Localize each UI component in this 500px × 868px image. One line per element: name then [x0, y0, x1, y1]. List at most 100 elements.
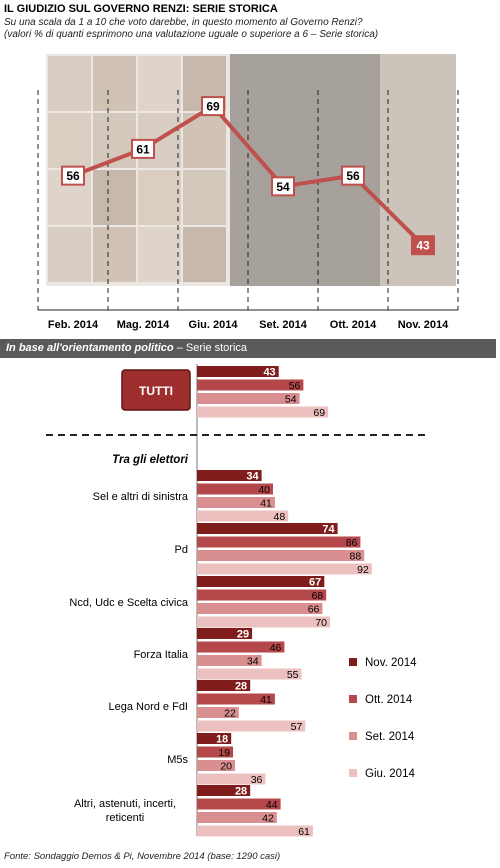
- section-banner: In base all'orientamento politico – Seri…: [0, 339, 496, 358]
- x-tick-label: Set. 2014: [259, 319, 308, 331]
- bar-value-label: 48: [274, 511, 286, 523]
- x-tick-label: Mag. 2014: [117, 319, 170, 331]
- bar: [197, 393, 300, 404]
- group-heading: Tra gli elettori: [112, 454, 189, 466]
- bar: [197, 483, 273, 495]
- portrait-photo: [183, 227, 226, 282]
- category-label: Lega Nord e FdI: [109, 701, 189, 713]
- data-point-marker: [201, 96, 225, 117]
- bar-value-label: 28: [235, 681, 247, 693]
- bar-value-label: 22: [224, 708, 236, 720]
- bar-value-label: 46: [270, 642, 282, 654]
- legend-swatch: [349, 732, 357, 740]
- data-point-marker: [131, 138, 155, 159]
- legend-label: Giu. 2014: [365, 768, 415, 780]
- bar: [197, 733, 232, 744]
- legend-label: Ott. 2014: [365, 694, 413, 706]
- bar-value-label: 34: [247, 656, 259, 668]
- data-point-marker: [61, 165, 85, 186]
- bar-value-label: 88: [350, 551, 362, 563]
- bar-value-label: 43: [263, 367, 275, 379]
- bar-value-label: 56: [289, 380, 301, 392]
- source-note: Fonte: Sondaggio Demos & Pi, Novembre 20…: [4, 851, 281, 862]
- portrait-photo: [48, 113, 91, 168]
- bar-value-label: 86: [346, 537, 358, 549]
- tutti-label: TUTTI: [139, 384, 173, 398]
- category-label: Ncd, Udc e Scelta civica: [69, 597, 188, 609]
- bar: [197, 536, 361, 548]
- page-title: IL GIUDIZIO SUL GOVERNO RENZI: SERIE STO…: [4, 3, 278, 15]
- bar-value-label: 34: [246, 471, 259, 483]
- section-title-bold: In base all'orientamento politico: [6, 342, 174, 354]
- bar: [197, 773, 266, 785]
- bar: [197, 628, 253, 639]
- x-tick-label: Feb. 2014: [48, 319, 99, 331]
- bar: [197, 550, 365, 561]
- bar-value-label: 41: [260, 694, 272, 706]
- bar-value-label: 19: [218, 747, 230, 759]
- portrait-photo: [48, 227, 91, 282]
- legend-swatch: [349, 695, 357, 703]
- bar: [197, 603, 323, 614]
- bar: [197, 825, 313, 837]
- bar: [197, 707, 239, 718]
- subtitle-line-1: Su una scala da 1 a 10 che voto darebbe,…: [4, 17, 363, 28]
- data-point-marker: [271, 176, 295, 197]
- bar: [197, 589, 327, 601]
- data-label: 43: [416, 239, 430, 253]
- bar-value-label: 44: [266, 799, 278, 811]
- bar: [197, 366, 279, 377]
- legend-swatch: [349, 658, 357, 666]
- subtitle-line-2: (valori % di quanti esprimono una valuta…: [4, 29, 379, 40]
- data-point-marker: [341, 165, 365, 186]
- bar-value-label: 40: [258, 484, 270, 496]
- bar: [197, 406, 329, 418]
- bar-value-label: 20: [220, 761, 232, 773]
- page-subtitle: Su una scala da 1 a 10 che voto darebbe,…: [4, 17, 494, 41]
- category-label: M5s: [167, 754, 188, 766]
- bar: [197, 510, 289, 522]
- bar: [197, 655, 262, 666]
- bar-value-label: 66: [308, 604, 320, 616]
- legend-label: Set. 2014: [365, 731, 415, 743]
- category-label: reticenti: [106, 812, 145, 824]
- portrait-photo: [48, 56, 91, 111]
- section-title-rest: – Serie storica: [173, 342, 248, 354]
- bar: [197, 760, 235, 771]
- bar-value-label: 29: [237, 629, 249, 641]
- tutti-button: [121, 369, 191, 411]
- bar: [197, 812, 277, 823]
- x-tick-label: Ott. 2014: [330, 319, 377, 331]
- bar-value-label: 92: [357, 564, 369, 576]
- portrait-photo: [138, 227, 181, 282]
- legend-swatch: [349, 769, 357, 777]
- bar: [197, 720, 306, 732]
- bar: [197, 680, 251, 691]
- category-label: Pd: [175, 544, 188, 556]
- data-label: 69: [206, 100, 220, 114]
- bar: [197, 523, 338, 534]
- bar: [197, 616, 330, 628]
- bar-value-label: 68: [312, 590, 324, 602]
- bar-value-label: 28: [235, 786, 247, 798]
- portrait-photo: [138, 56, 181, 111]
- bar-value-label: 41: [260, 498, 272, 510]
- portrait-photo: [93, 170, 136, 225]
- data-label: 54: [276, 180, 290, 194]
- bar-value-label: 74: [322, 524, 335, 536]
- bar-value-label: 55: [287, 669, 299, 681]
- data-point-marker: [411, 235, 435, 256]
- bar-value-label: 69: [313, 407, 325, 419]
- bar: [197, 576, 325, 587]
- bar-value-label: 54: [285, 394, 297, 406]
- portrait-photo: [93, 56, 136, 111]
- category-label: Forza Italia: [134, 649, 189, 661]
- bar: [197, 470, 262, 481]
- bar: [197, 641, 285, 653]
- x-tick-label: Giu. 2014: [189, 319, 239, 331]
- bar: [197, 693, 275, 705]
- bar: [197, 497, 275, 508]
- bar-value-label: 70: [315, 617, 327, 629]
- portrait-photo: [93, 227, 136, 282]
